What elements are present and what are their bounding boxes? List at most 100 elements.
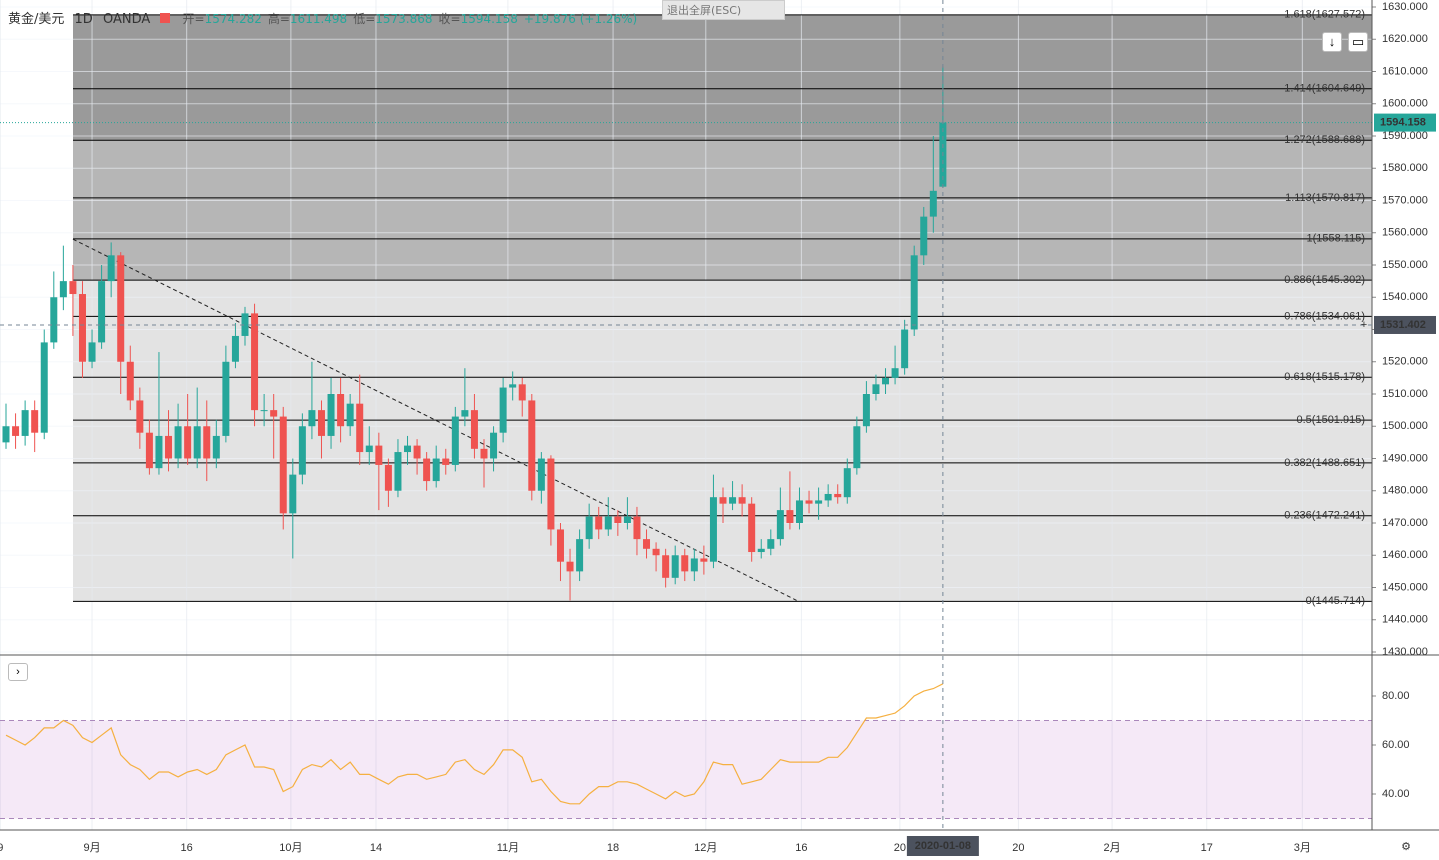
candle-body — [337, 394, 345, 427]
candle-body — [126, 361, 134, 401]
fib-label: 1.414(1604.649) — [1284, 83, 1365, 95]
flag — [160, 13, 171, 23]
trendline — [72, 238, 797, 601]
download-button[interactable]: ↓ — [1322, 32, 1342, 52]
candle-body — [222, 361, 230, 436]
x-tick-label: 9 — [0, 842, 3, 854]
y-tick-label: 1470.000 — [1382, 517, 1428, 529]
y-tick-label: 1600.000 — [1382, 98, 1428, 110]
candle-body — [40, 342, 48, 433]
candle-body — [595, 516, 603, 530]
candle-body — [404, 445, 412, 453]
ohlc-label: 低= — [353, 12, 376, 26]
candle-body — [690, 558, 698, 572]
candle-body — [212, 435, 220, 459]
x-tick-label: 12月 — [694, 842, 717, 854]
candle-body — [585, 516, 593, 540]
candle-body — [729, 497, 737, 504]
candle-body — [776, 510, 784, 540]
fib-label: 0.618(1515.178) — [1284, 371, 1365, 383]
x-tick-label: 14 — [370, 842, 382, 854]
candle-body — [470, 410, 478, 449]
candle-body — [136, 400, 144, 433]
candle-body — [604, 516, 612, 530]
candle-body — [12, 426, 20, 436]
y-tick-label: 1590.000 — [1382, 130, 1428, 142]
candle-body — [413, 445, 421, 459]
settings-icon: ⚙ — [1401, 841, 1411, 853]
y-tick-label: 1540.000 — [1382, 291, 1428, 303]
exit-fullscreen-button[interactable]: 退出全屏(ESC) — [662, 0, 785, 20]
y-tick-label: 1620.000 — [1382, 33, 1428, 45]
ohlc-label: 收= — [438, 12, 461, 26]
candle-body — [231, 335, 239, 362]
candle-body — [843, 468, 851, 498]
candle-body — [920, 216, 928, 256]
candle-body — [423, 458, 431, 482]
ohlc-label: 开= — [182, 12, 205, 26]
y-tick-label: 1510.000 — [1382, 388, 1428, 400]
candle-body — [652, 548, 660, 556]
candle-body — [193, 426, 201, 459]
fib-label: 1.272(1588.688) — [1284, 134, 1365, 146]
rsi-tick-label: 80.00 — [1382, 690, 1410, 702]
candle-body — [509, 384, 517, 388]
interval: 1D — [74, 12, 93, 27]
candle-body — [251, 313, 259, 411]
ohlc-value: 1611.498 — [289, 12, 348, 26]
candle-body — [270, 410, 278, 417]
x-tick-label: 18 — [607, 842, 619, 854]
rsi-band — [0, 720, 1372, 819]
crosshair-date-box — [906, 836, 979, 856]
x-tick-label: 20 — [894, 842, 906, 854]
y-tick-label: 1440.000 — [1382, 614, 1428, 626]
candle-body — [795, 500, 803, 523]
ohlc-value: 1573.868 — [375, 12, 433, 26]
candle-body — [767, 539, 775, 549]
y-tick-label: 1570.000 — [1382, 194, 1428, 206]
candle-body — [298, 426, 306, 475]
fib-label: 1.618(1627.572) — [1284, 9, 1365, 21]
candle-body — [662, 555, 670, 578]
candle-body — [528, 400, 536, 491]
candle-body — [117, 255, 125, 362]
candle-body — [518, 384, 526, 401]
y-tick-label: 1490.000 — [1382, 452, 1428, 464]
ohlc-value: 1594.158 — [460, 12, 518, 26]
candle-body — [260, 410, 268, 412]
candle-body — [576, 539, 584, 572]
fib-zone — [73, 14, 1372, 141]
fib-label: 1(1558.115) — [1306, 233, 1365, 245]
candle-body — [480, 448, 488, 459]
change: +19.876 (+1.26%) — [523, 12, 638, 26]
y-tick-label: 1520.000 — [1382, 356, 1428, 368]
x-tick-label: 11月 — [497, 842, 519, 854]
fullscreen-button[interactable]: ▭ — [1348, 32, 1368, 52]
x-tick-label: 9月 — [83, 842, 100, 854]
candle-body — [384, 464, 392, 491]
candle-body — [394, 452, 402, 491]
candle-body — [537, 458, 545, 491]
candle-body — [748, 503, 756, 553]
y-tick-label: 1460.000 — [1382, 549, 1428, 561]
fib-label: 0.5(1501.915) — [1297, 414, 1366, 426]
y-tick-label: 1630.000 — [1382, 1, 1428, 13]
expand-button[interactable]: › — [8, 663, 28, 681]
candle-body — [910, 255, 918, 330]
candle-body — [461, 410, 469, 417]
candle-body — [633, 516, 641, 540]
candle-body — [891, 368, 899, 378]
candle-body — [805, 500, 813, 504]
candle-body — [317, 410, 325, 436]
candle-body — [184, 426, 192, 459]
candle-body — [681, 555, 689, 572]
candle-body — [757, 548, 765, 553]
x-tick-label: 20 — [1012, 842, 1024, 854]
fib-label: 0.382(1488.651) — [1284, 457, 1365, 469]
candle-body — [643, 539, 651, 549]
crosshair-price-box — [1374, 315, 1436, 334]
candle-body — [834, 493, 842, 498]
fib-label: 0.236(1472.241) — [1284, 510, 1365, 522]
candle-body — [709, 497, 717, 562]
